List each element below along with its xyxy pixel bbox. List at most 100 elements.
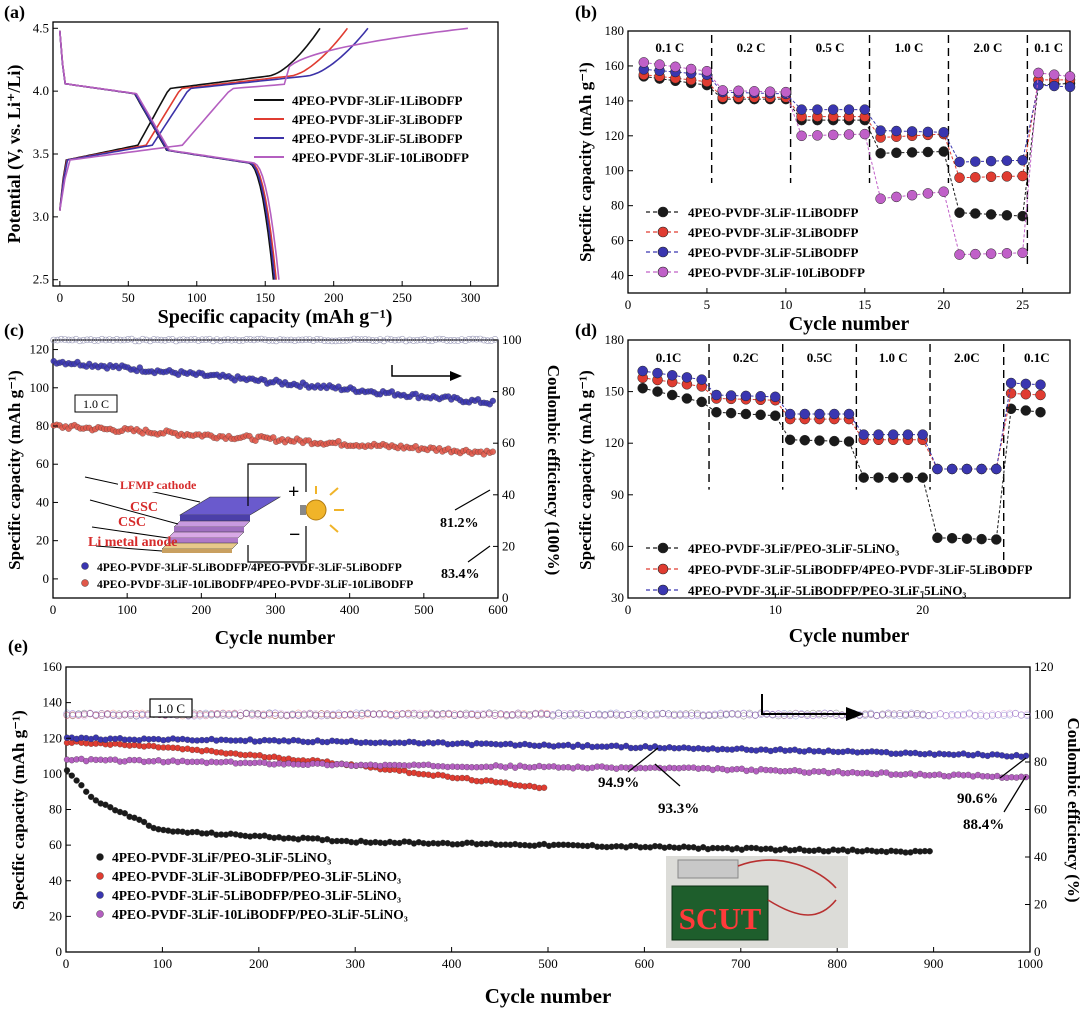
chart-c: 0 100 200 300 400 500 600020406080100120020406…	[5, 332, 563, 649]
chart-e-efficiency-point	[260, 711, 268, 719]
chart-b-point	[654, 59, 665, 70]
chart-e-efficiency-point	[1006, 709, 1014, 717]
chart-c-efficiency-point	[295, 336, 302, 344]
chart-e-efficiency-point	[636, 711, 644, 719]
chart-c-efficiency-point	[135, 337, 143, 345]
chart-c-efficiency-point	[169, 335, 176, 343]
chart-e-efficiency-point	[416, 709, 424, 717]
chart-e-efficiency-point	[289, 711, 296, 719]
chart-b-xtick-label: 10	[779, 297, 792, 312]
chart-e-efficiency-point	[271, 712, 279, 720]
chart-b-point	[1017, 170, 1028, 182]
chart-a-legend-label: 4PEO-PVDF-3LiF-1LiBODFP	[292, 93, 462, 108]
chart-d-ytick-label: 120	[605, 435, 625, 450]
chart-e-ytick-right-label: 60	[1034, 802, 1047, 817]
chart-e-efficiency-point	[387, 711, 395, 719]
chart-d-point	[666, 389, 678, 401]
chart-c-legend-label: 4PEO-PVDF-3LiF-5LiBODFP/4PEO-PVDF-3LiF-5…	[97, 562, 402, 574]
chart-d-point	[946, 463, 958, 475]
chart-b-point	[764, 86, 776, 97]
inset-leader-4	[95, 545, 163, 552]
chart-d-point	[637, 365, 648, 377]
chart-b-point	[954, 156, 965, 168]
chart-b-rate-label: 1.0 C	[895, 40, 924, 55]
chart-e-efficiency-point	[954, 712, 962, 719]
chart-c-efficiency-point	[365, 336, 373, 344]
chart-e-efficiency-point	[265, 709, 273, 717]
chart-e-efficiency-point	[607, 709, 615, 717]
chart-b-point	[1048, 69, 1060, 80]
chart-c-efficiency-point	[309, 337, 317, 344]
chart-c-efficiency-point	[206, 335, 213, 343]
chart-e-efficiency-point	[948, 712, 956, 720]
chart-c-ylabel-right: Coulombic efficiency (100%)	[544, 365, 563, 576]
chart-c-point	[270, 434, 277, 441]
chart-c-efficiency-point	[439, 335, 447, 343]
chart-e-efficiency-point	[69, 710, 77, 718]
chart-c-efficiency-point	[187, 336, 195, 344]
chart-e-efficiency-point	[127, 710, 135, 718]
chart-d-ylabel: Specific capacity (mAh g⁻¹)	[576, 370, 595, 570]
chart-d-point	[887, 429, 899, 440]
chart-d-point	[784, 408, 796, 420]
chart-d-ytick-label: 180	[605, 332, 625, 347]
chart-c-efficiency-point	[247, 336, 254, 343]
chart-d-xtick-label: 20	[916, 602, 929, 617]
chart-e-efficiency-point	[445, 709, 453, 717]
chart-e-efficiency-point	[104, 711, 111, 719]
chart-c-efficiency-point	[113, 335, 121, 343]
chart-e-efficiency-point	[341, 711, 349, 719]
chart-c-efficiency-point	[72, 335, 80, 343]
chart-c-legend-label: 4PEO-PVDF-3LiF-10LiBODFP/4PEO-PVDF-3LiF-…	[97, 579, 413, 591]
inset-label-li-anode: Li metal anode	[88, 535, 177, 550]
chart-b-point	[891, 125, 902, 137]
chart-e-efficiency-point	[832, 711, 840, 719]
chart-c-efficiency-point	[191, 335, 198, 343]
chart-e-legend-marker	[96, 872, 104, 880]
chart-d-point	[1005, 377, 1017, 389]
chart-e-ytick-label: 0	[56, 944, 63, 959]
chart-e-efficiency-point	[560, 710, 568, 717]
chart-c-ytick-right-label: 40	[502, 487, 515, 502]
inset-circuit-wire	[247, 463, 307, 563]
chart-c-efficiency-point	[447, 337, 454, 344]
chart-b-ytick-label: 40	[611, 268, 624, 283]
chart-c-efficiency-point	[209, 337, 217, 345]
chart-e-efficiency-point	[404, 709, 412, 717]
chart-d-rate-label: 2.0C	[954, 350, 980, 365]
chart-e-ylabel: Specific capacity (mAh g⁻¹)	[9, 710, 28, 910]
chart-b-point	[938, 146, 949, 157]
led-photo-inset: SCUT	[666, 856, 848, 948]
chart-e-efficiency-point	[578, 712, 586, 720]
chart-c-xtick-label: 0	[50, 602, 57, 617]
chart-a-ytick-label: 2.5	[33, 272, 49, 287]
chart-e-efficiency-point	[913, 711, 921, 719]
chart-c-annotation-2: 83.4%	[441, 567, 480, 582]
chart-d-xlabel: Cycle number	[789, 625, 910, 647]
chart-e-efficiency-point	[439, 712, 447, 720]
chart-e-efficiency-point	[474, 710, 482, 718]
chart-e-annotation-2: 93.3%	[658, 801, 699, 817]
chart-a-discharge-curve	[59, 30, 280, 280]
chart-e-xlabel: Cycle number	[485, 984, 612, 1008]
chart-e-efficiency-point	[329, 710, 337, 718]
chart-e-efficiency-point	[1023, 710, 1031, 718]
chart-e-efficiency-point	[965, 710, 973, 718]
li-anode-layer-side	[162, 549, 232, 553]
chart-e-efficiency-point	[491, 711, 499, 719]
chart-c-ylabel: Specific capacity (mAh g⁻¹)	[5, 370, 24, 570]
chart-c-efficiency-point	[143, 336, 150, 344]
chart-c-xlabel: Cycle number	[215, 627, 336, 649]
chart-b-series-line	[643, 75, 1071, 217]
chart-c-ytick-right-label: 0	[502, 590, 509, 605]
chart-b-point	[812, 130, 823, 141]
chart-b-legend-label: 4PEO-PVDF-3LiF-1LiBODFP	[688, 205, 858, 220]
chart-d-point	[814, 408, 825, 420]
chart-e-ytick-label: 140	[43, 695, 63, 710]
chart-e-efficiency-point	[676, 711, 684, 719]
chart-d-point	[725, 407, 737, 419]
chart-e-efficiency-point	[549, 711, 557, 718]
chart-c-ytick-right-label: 100	[502, 332, 522, 347]
chart-b-point	[749, 86, 760, 97]
chart-e-efficiency-point	[601, 712, 609, 720]
